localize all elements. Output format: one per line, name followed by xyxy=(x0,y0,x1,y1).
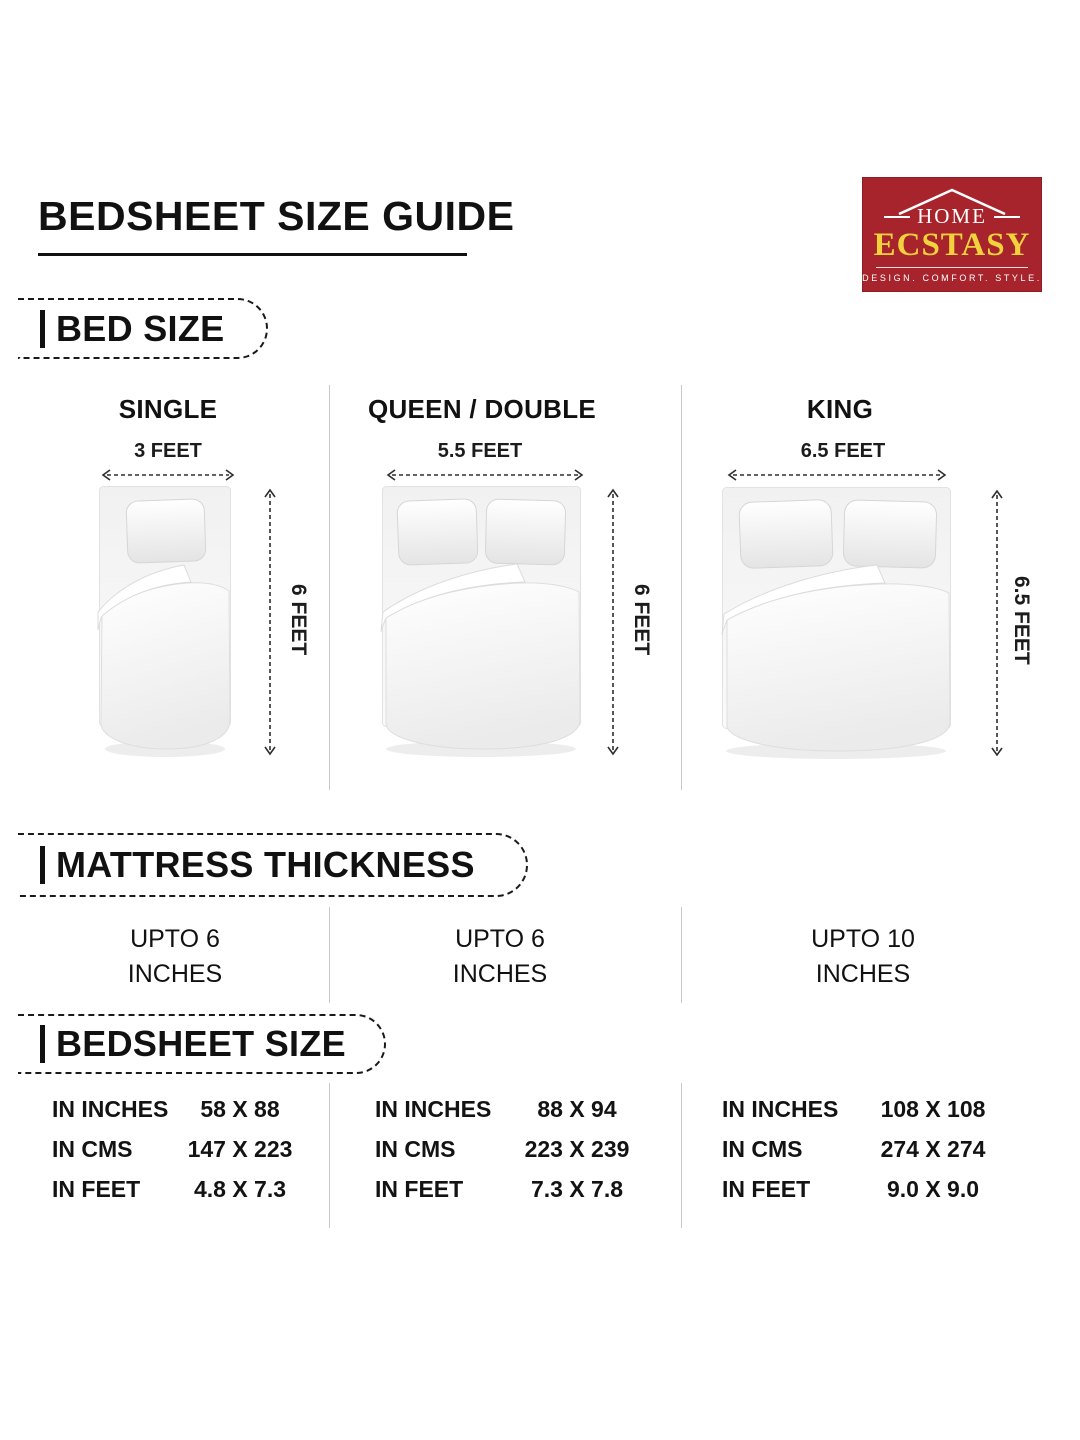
logo-tagline: DESIGN. COMFORT. STYLE. xyxy=(862,273,1042,283)
logo-divider xyxy=(876,267,1028,268)
mattress-thickness-single: UPTO 6 INCHES xyxy=(45,922,305,992)
king-bed-illustration xyxy=(721,487,951,759)
height-label-queen: 6 FEET xyxy=(630,584,653,656)
section-header-bed-size: BED SIZE xyxy=(18,298,268,359)
column-divider xyxy=(681,385,682,790)
table-row: IN FEET 7.3 X 7.8 xyxy=(375,1176,655,1206)
row-value: 88 X 94 xyxy=(537,1096,617,1122)
table-row: IN INCHES 58 X 88 xyxy=(52,1096,322,1126)
height-arrow-icon xyxy=(607,488,619,756)
width-arrow-icon xyxy=(386,469,584,481)
section-heading-bed-size: BED SIZE xyxy=(56,307,225,349)
logo-right-rule xyxy=(993,215,1020,218)
section-header-mattress-thickness: MATTRESS THICKNESS xyxy=(18,833,528,897)
column-divider xyxy=(329,1083,330,1228)
height-arrow-icon xyxy=(991,489,1003,757)
page-title: BEDSHEET SIZE GUIDE xyxy=(38,193,515,239)
table-row: IN FEET 4.8 X 7.3 xyxy=(52,1176,322,1206)
row-label: IN FEET xyxy=(52,1176,141,1202)
bedsheet-size-table-single: IN INCHES 58 X 88 IN CMS 147 X 223 IN FE… xyxy=(52,1096,322,1216)
thickness-line1: UPTO 6 xyxy=(455,925,545,953)
brand-logo: HOME ECSTASY DESIGN. COMFORT. STYLE. xyxy=(862,177,1042,292)
title-underline xyxy=(38,253,467,256)
queen-bed-illustration xyxy=(380,486,581,757)
row-label: IN INCHES xyxy=(375,1096,492,1122)
thickness-line1: UPTO 10 xyxy=(811,925,915,953)
mattress-thickness-king: UPTO 10 INCHES xyxy=(715,922,1011,992)
logo-home-text: HOME xyxy=(917,204,987,228)
single-bed-illustration xyxy=(97,486,231,757)
width-label-queen: 5.5 FEET xyxy=(437,440,523,462)
thickness-line2: INCHES xyxy=(452,960,548,988)
column-divider xyxy=(681,907,682,1003)
mattress-thickness-queen: UPTO 6 INCHES xyxy=(355,922,645,992)
thickness-line2: INCHES xyxy=(815,960,911,988)
table-row: IN INCHES 88 X 94 xyxy=(375,1096,655,1126)
row-label: IN FEET xyxy=(722,1176,811,1202)
section-header-bedsheet-size: BEDSHEET SIZE xyxy=(18,1014,386,1074)
bedsheet-size-table-king: IN INCHES 108 X 108 IN CMS 274 X 274 IN … xyxy=(722,1096,1012,1216)
table-row: IN CMS 223 X 239 xyxy=(375,1136,655,1166)
table-row: IN INCHES 108 X 108 xyxy=(722,1096,1012,1126)
table-row: IN FEET 9.0 X 9.0 xyxy=(722,1176,1012,1206)
section-heading-mattress: MATTRESS THICKNESS xyxy=(56,844,475,885)
row-label: IN FEET xyxy=(375,1176,464,1202)
row-value: 147 X 223 xyxy=(187,1136,293,1162)
header-accent-bar xyxy=(40,1025,45,1063)
bedsheet-size-table-queen: IN INCHES 88 X 94 IN CMS 223 X 239 IN FE… xyxy=(375,1096,655,1216)
row-value: 9.0 X 9.0 xyxy=(886,1176,980,1202)
column-divider xyxy=(329,907,330,1003)
row-value: 274 X 274 xyxy=(880,1136,986,1162)
row-value: 7.3 X 7.8 xyxy=(530,1176,624,1202)
width-arrow-icon xyxy=(727,469,947,481)
logo-ecstasy-text: ECSTASY xyxy=(873,227,1031,263)
column-divider xyxy=(329,385,330,790)
row-value: 4.8 X 7.3 xyxy=(193,1176,287,1202)
row-value: 58 X 88 xyxy=(200,1096,280,1122)
bed-type-queen-double: QUEEN / DOUBLE xyxy=(367,394,597,424)
thickness-line1: UPTO 6 xyxy=(130,925,220,953)
width-label-single: 3 FEET xyxy=(134,440,202,462)
column-divider xyxy=(681,1083,682,1228)
roof-icon xyxy=(898,188,1006,216)
width-label-king: 6.5 FEET xyxy=(800,440,886,462)
row-label: IN INCHES xyxy=(722,1096,839,1122)
row-label: IN CMS xyxy=(52,1136,133,1162)
row-value: 108 X 108 xyxy=(880,1096,986,1122)
row-label: IN INCHES xyxy=(52,1096,169,1122)
header-accent-bar xyxy=(40,846,45,884)
row-label: IN CMS xyxy=(375,1136,456,1162)
section-heading-bedsheet: BEDSHEET SIZE xyxy=(56,1023,346,1064)
logo-left-rule xyxy=(884,215,911,218)
table-row: IN CMS 147 X 223 xyxy=(52,1136,322,1166)
height-arrow-icon xyxy=(264,488,276,756)
thickness-line2: INCHES xyxy=(127,960,223,988)
bed-type-king: KING xyxy=(806,394,874,424)
height-label-single: 6 FEET xyxy=(287,584,310,656)
bed-type-single: SINGLE xyxy=(118,394,218,424)
logo-home-row: HOME xyxy=(884,204,1020,229)
height-label-king: 6.5 FEET xyxy=(1010,576,1033,665)
header-accent-bar xyxy=(40,309,45,348)
row-label: IN CMS xyxy=(722,1136,803,1162)
row-value: 223 X 239 xyxy=(524,1136,630,1162)
table-row: IN CMS 274 X 274 xyxy=(722,1136,1012,1166)
width-arrow-icon xyxy=(101,469,235,481)
